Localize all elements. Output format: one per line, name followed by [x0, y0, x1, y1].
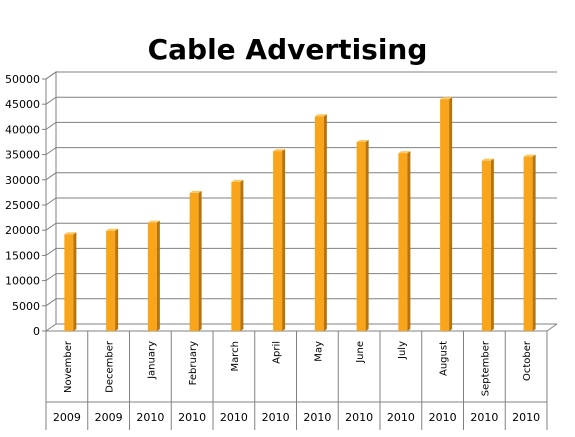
bar [106, 228, 119, 331]
gridline [45, 323, 557, 332]
category-label: February [188, 341, 199, 385]
y-tick-labels: 0 5000 10000 15000 20000 25000 30000 35000 40000… [5, 73, 40, 338]
category-label: October [522, 340, 533, 381]
year-label: 2010 [136, 411, 164, 424]
category-label: April [272, 341, 283, 364]
chart-title: Cable Advertising [147, 33, 428, 66]
y-tick-label: 0 [33, 325, 40, 338]
y-tick-label: 45000 [5, 98, 40, 111]
bars [64, 97, 536, 332]
year-label: 2009 [53, 411, 81, 424]
category-label: September [480, 340, 491, 396]
bar [64, 232, 77, 331]
bar [481, 158, 494, 331]
gridline [45, 222, 557, 231]
y-tick-label: 30000 [5, 174, 40, 187]
category-label: August [439, 341, 450, 376]
y-tick-label: 25000 [5, 199, 40, 212]
year-label: 2010 [262, 411, 290, 424]
category-labels: November December January February March Apri… [63, 340, 533, 396]
year-label: 2010 [178, 411, 206, 424]
year-label: 2009 [95, 411, 123, 424]
bar [440, 97, 453, 331]
bar [398, 151, 411, 331]
bar [356, 140, 369, 331]
year-label: 2010 [387, 411, 415, 424]
y-tick-label: 50000 [5, 73, 40, 86]
gridlines [45, 71, 557, 332]
gridline [45, 247, 557, 256]
year-label: 2010 [429, 411, 457, 424]
gridline [45, 298, 557, 307]
gridline [45, 147, 557, 156]
category-label: May [313, 341, 324, 362]
bar [273, 149, 286, 331]
category-label: November [63, 340, 74, 393]
category-label: July [397, 341, 408, 360]
gridline [45, 71, 557, 80]
floor-edge [46, 323, 558, 332]
year-label: 2010 [470, 411, 498, 424]
year-label: 2010 [345, 411, 373, 424]
gridline [45, 197, 557, 206]
y-tick-label: 10000 [5, 275, 40, 288]
year-label: 2010 [303, 411, 331, 424]
left-wall [45, 71, 57, 331]
category-label: January [146, 341, 157, 380]
bar [147, 220, 160, 331]
year-label: 2010 [512, 411, 540, 424]
gridline [45, 172, 557, 181]
y-tick-label: 5000 [12, 300, 40, 313]
gridline [45, 273, 557, 282]
axes [42, 71, 558, 332]
y-tick-label: 20000 [5, 224, 40, 237]
category-table: 2009 2009 2010 2010 2010 2010 2010 2010 2010 2010… [45, 331, 548, 430]
bar [231, 179, 244, 331]
bar [314, 114, 327, 332]
bar [523, 154, 536, 331]
category-label: June [355, 341, 366, 364]
year-label: 2010 [220, 411, 248, 424]
category-label: March [230, 341, 241, 371]
y-tick-label: 40000 [5, 123, 40, 136]
y-tick-label: 15000 [5, 249, 40, 262]
bar [189, 190, 202, 331]
gridline [45, 121, 557, 130]
category-label: December [105, 340, 116, 393]
gridline [45, 96, 557, 105]
y-tick-label: 35000 [5, 149, 40, 162]
